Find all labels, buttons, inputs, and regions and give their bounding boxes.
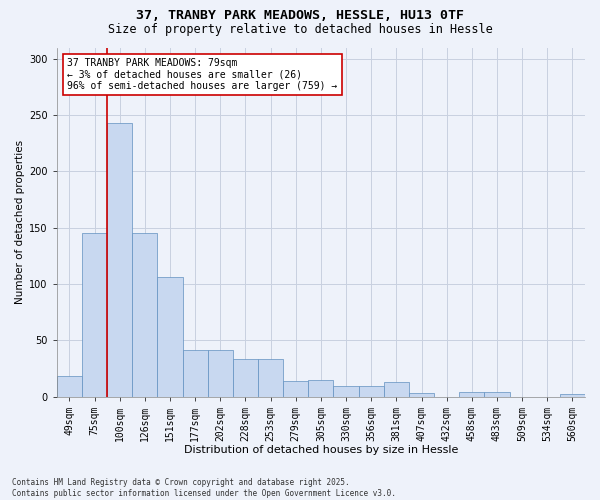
Text: 37, TRANBY PARK MEADOWS, HESSLE, HU13 0TF: 37, TRANBY PARK MEADOWS, HESSLE, HU13 0T… xyxy=(136,9,464,22)
Bar xyxy=(308,380,334,396)
Bar xyxy=(359,386,384,396)
Bar xyxy=(409,393,434,396)
Y-axis label: Number of detached properties: Number of detached properties xyxy=(15,140,25,304)
Text: Size of property relative to detached houses in Hessle: Size of property relative to detached ho… xyxy=(107,22,493,36)
Bar xyxy=(182,350,208,397)
Bar xyxy=(208,350,233,397)
Bar xyxy=(560,394,585,396)
Bar xyxy=(157,277,182,396)
Bar xyxy=(283,381,308,396)
Bar xyxy=(107,123,132,396)
Text: 37 TRANBY PARK MEADOWS: 79sqm
← 3% of detached houses are smaller (26)
96% of se: 37 TRANBY PARK MEADOWS: 79sqm ← 3% of de… xyxy=(67,58,338,91)
X-axis label: Distribution of detached houses by size in Hessle: Distribution of detached houses by size … xyxy=(184,445,458,455)
Bar xyxy=(459,392,484,396)
Bar xyxy=(132,234,157,396)
Bar xyxy=(258,360,283,397)
Bar xyxy=(233,360,258,397)
Bar xyxy=(82,234,107,396)
Text: Contains HM Land Registry data © Crown copyright and database right 2025.
Contai: Contains HM Land Registry data © Crown c… xyxy=(12,478,396,498)
Bar xyxy=(57,376,82,396)
Bar xyxy=(384,382,409,396)
Bar xyxy=(334,386,359,396)
Bar xyxy=(484,392,509,396)
